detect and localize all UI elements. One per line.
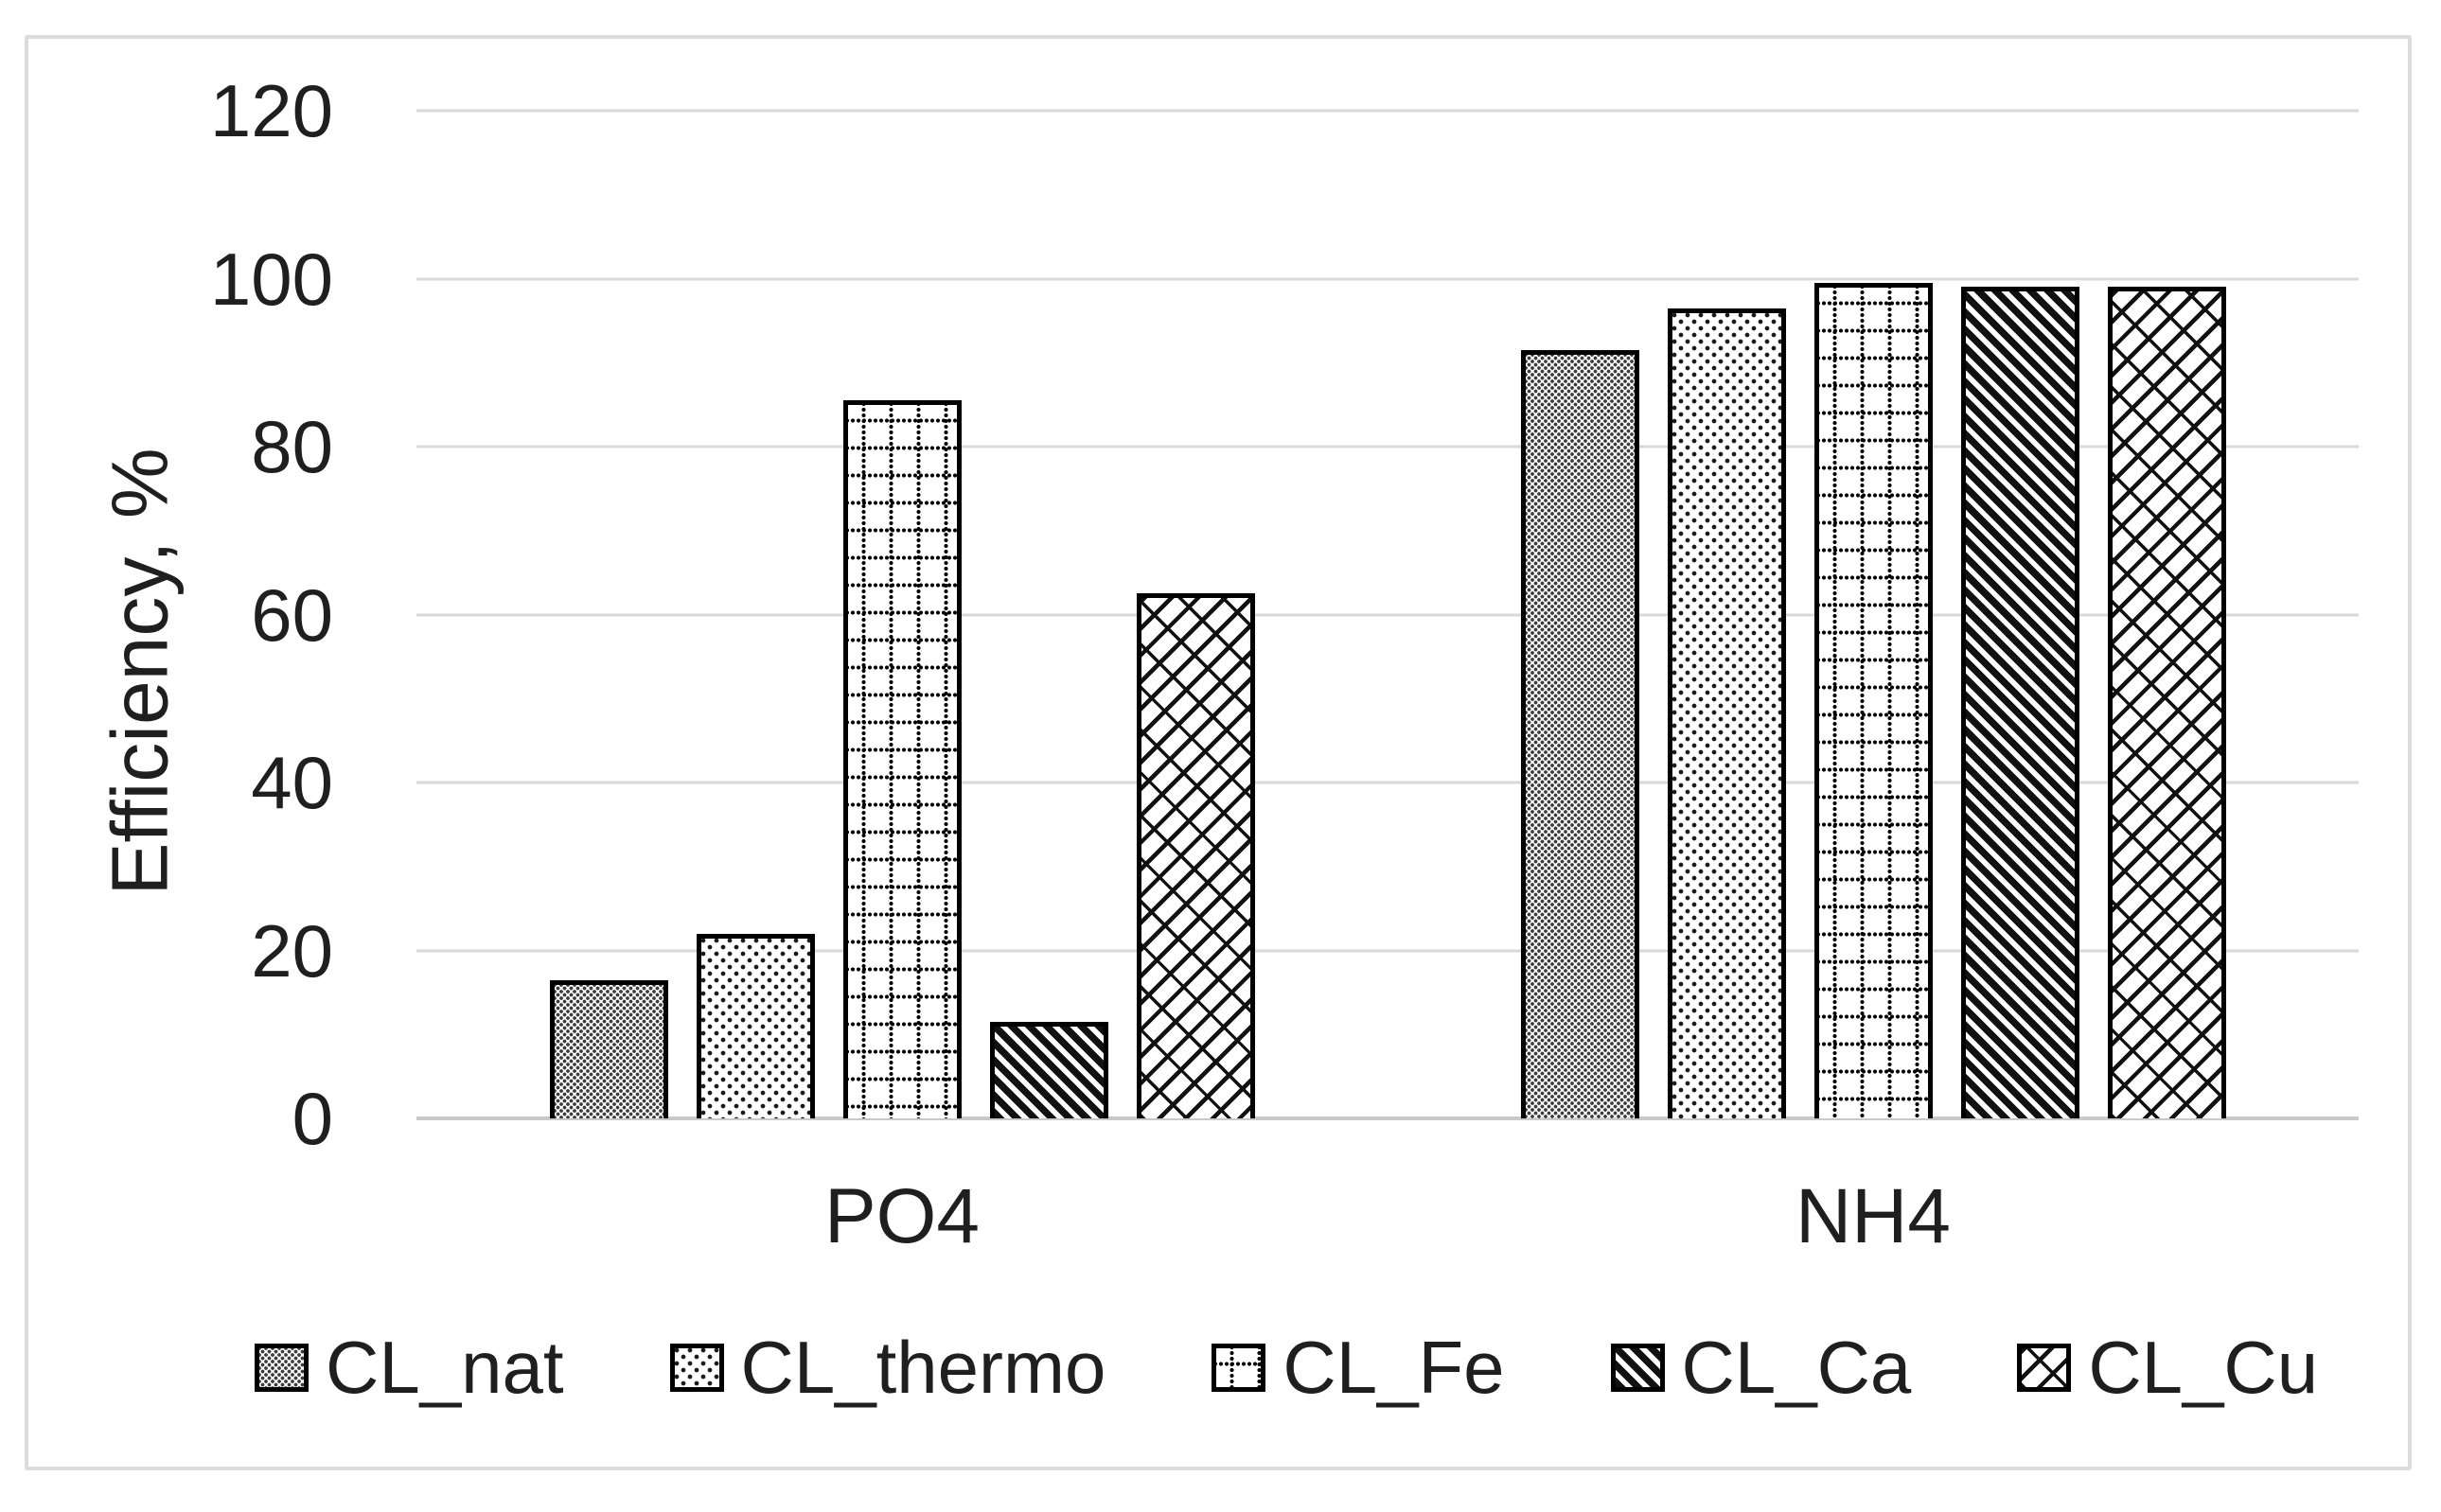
legend-entry-CL_Fe: CL_Fe [1212,1326,1505,1409]
legend-label-CL_Cu: CL_Cu [2088,1326,2319,1409]
x-category-label-NH4: NH4 [1795,1173,1952,1259]
legend: CL_nat CL_thermo CL_Fe CL_Ca CL_Cu [255,1330,2318,1404]
y-tick-label-100: 100 [209,237,333,321]
x-category-label-PO4: PO4 [823,1173,981,1259]
legend-entry-CL_nat: CL_nat [255,1330,564,1404]
legend-swatch-dotted-grid-icon [1212,1343,1266,1392]
gridline-60 [416,613,2359,616]
legend-entry-CL_thermo: CL_thermo [669,1326,1106,1409]
legend-entry-CL_Cu: CL_Cu [2017,1330,2318,1404]
bar-NH4-CL_Fe [1813,282,1933,1118]
y-tick-label-60: 60 [251,572,333,657]
bar-NH4-CL_thermo [1667,308,1786,1118]
legend-swatch-dense-dot-grid-icon [255,1343,309,1392]
y-axis-title: Efficiency, % [95,448,185,896]
legend-swatch-sparse-dots-icon [669,1343,724,1392]
legend-swatch-diagonal-stripes-icon [1610,1343,1665,1392]
gridline-80 [416,445,2359,448]
legend-label-CL_thermo: CL_thermo [740,1326,1106,1409]
y-tick-label-120: 120 [209,69,333,152]
gridline-40 [416,781,2359,784]
bar-NH4-CL_nat [1520,349,1639,1118]
gridline-100 [416,277,2359,280]
x-axis-line [416,1116,2359,1120]
bar-PO4-CL_nat [549,979,668,1118]
gridline-120 [416,109,2359,113]
bar-PO4-CL_thermo [696,933,815,1118]
y-tick-label-0: 0 [292,1077,333,1160]
y-tick-label-20: 20 [251,908,333,993]
legend-entry-CL_Ca: CL_Ca [1610,1326,1912,1409]
legend-swatch-diagonal-brick-icon [2017,1343,2072,1392]
bar-PO4-CL_Fe [842,400,962,1118]
legend-label-CL_Fe: CL_Fe [1282,1326,1505,1409]
legend-label-CL_Ca: CL_Ca [1681,1326,1912,1409]
bar-PO4-CL_Ca [989,1021,1108,1118]
y-tick-label-40: 40 [251,741,333,824]
bar-NH4-CL_Cu [2107,287,2226,1118]
gridline-20 [416,949,2359,952]
bar-PO4-CL_Cu [1136,593,1255,1118]
bar-NH4-CL_Ca [1960,287,2079,1118]
plot-area [416,109,2359,1120]
y-tick-label-80: 80 [251,405,333,488]
legend-label-CL_nat: CL_nat [326,1326,564,1409]
